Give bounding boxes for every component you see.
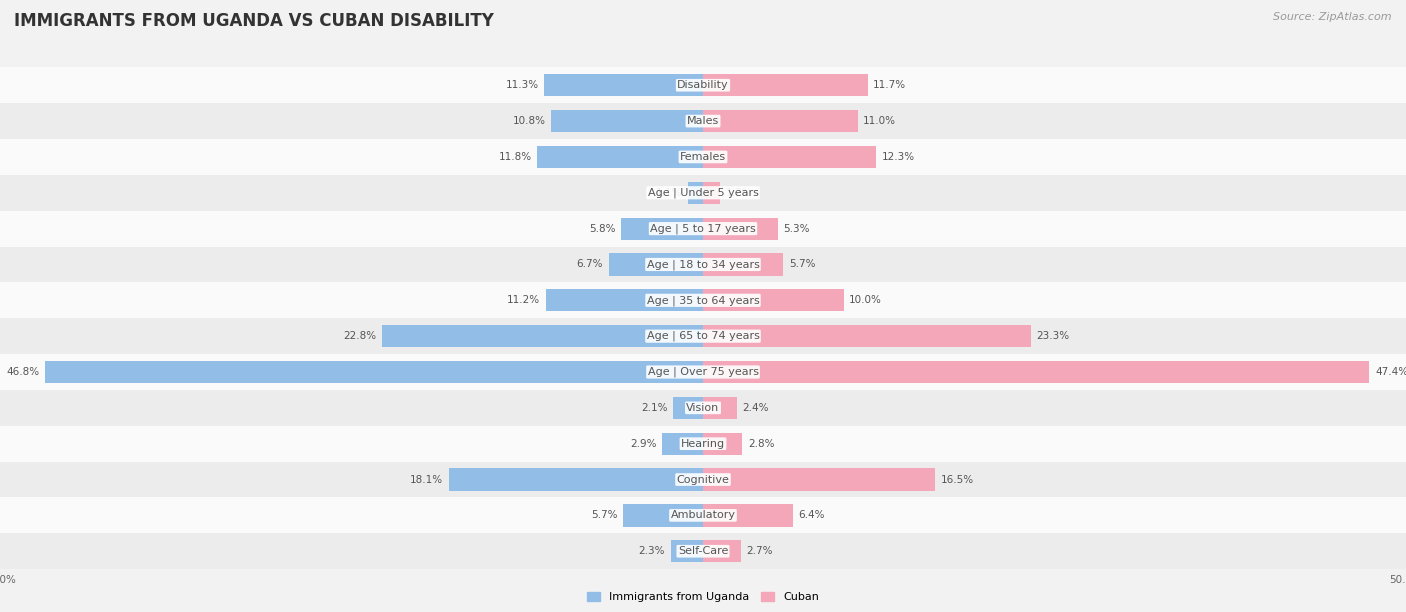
Text: 16.5%: 16.5% — [941, 474, 974, 485]
Bar — [703, 110, 858, 132]
Text: 11.0%: 11.0% — [863, 116, 896, 126]
Bar — [0, 354, 1406, 390]
Text: Males: Males — [688, 116, 718, 126]
Bar — [0, 282, 1406, 318]
Bar — [703, 361, 1369, 383]
Bar — [703, 325, 1031, 347]
Bar — [703, 504, 793, 526]
Legend: Immigrants from Uganda, Cuban: Immigrants from Uganda, Cuban — [582, 587, 824, 606]
Bar — [609, 253, 703, 275]
Text: 5.7%: 5.7% — [591, 510, 617, 520]
Bar — [0, 211, 1406, 247]
Text: 10.8%: 10.8% — [513, 116, 546, 126]
Bar — [703, 74, 868, 96]
Text: Age | 65 to 74 years: Age | 65 to 74 years — [647, 331, 759, 341]
Bar — [662, 433, 703, 455]
Text: 10.0%: 10.0% — [849, 296, 882, 305]
Text: 18.1%: 18.1% — [409, 474, 443, 485]
Text: 5.3%: 5.3% — [783, 223, 810, 234]
Text: Hearing: Hearing — [681, 439, 725, 449]
Text: 47.4%: 47.4% — [1375, 367, 1406, 377]
Text: IMMIGRANTS FROM UGANDA VS CUBAN DISABILITY: IMMIGRANTS FROM UGANDA VS CUBAN DISABILI… — [14, 12, 494, 30]
Bar — [703, 397, 737, 419]
Bar — [45, 361, 703, 383]
Text: 6.4%: 6.4% — [799, 510, 825, 520]
Text: 2.9%: 2.9% — [630, 439, 657, 449]
Text: Self-Care: Self-Care — [678, 547, 728, 556]
Text: Source: ZipAtlas.com: Source: ZipAtlas.com — [1274, 12, 1392, 22]
Text: 1.2%: 1.2% — [725, 188, 752, 198]
Text: 12.3%: 12.3% — [882, 152, 915, 162]
Bar — [551, 110, 703, 132]
Bar — [0, 139, 1406, 175]
Text: Cognitive: Cognitive — [676, 474, 730, 485]
Bar — [449, 468, 703, 491]
Bar — [0, 175, 1406, 211]
Bar — [703, 468, 935, 491]
Bar — [0, 498, 1406, 533]
Text: Age | Over 75 years: Age | Over 75 years — [648, 367, 758, 377]
Text: Age | 18 to 34 years: Age | 18 to 34 years — [647, 259, 759, 270]
Text: 11.2%: 11.2% — [506, 296, 540, 305]
Bar — [703, 146, 876, 168]
Text: Ambulatory: Ambulatory — [671, 510, 735, 520]
Text: 11.8%: 11.8% — [498, 152, 531, 162]
Text: 11.7%: 11.7% — [873, 80, 907, 90]
Text: Age | 5 to 17 years: Age | 5 to 17 years — [650, 223, 756, 234]
Text: 23.3%: 23.3% — [1036, 331, 1070, 341]
Bar — [544, 74, 703, 96]
Bar — [621, 217, 703, 240]
Bar — [703, 433, 742, 455]
Bar — [0, 533, 1406, 569]
Bar — [688, 182, 703, 204]
Bar — [671, 540, 703, 562]
Bar — [703, 182, 720, 204]
Text: Females: Females — [681, 152, 725, 162]
Bar — [382, 325, 703, 347]
Text: 2.3%: 2.3% — [638, 547, 665, 556]
Bar — [0, 247, 1406, 282]
Text: 1.1%: 1.1% — [655, 188, 682, 198]
Text: 22.8%: 22.8% — [343, 331, 377, 341]
Text: Age | Under 5 years: Age | Under 5 years — [648, 187, 758, 198]
Bar — [703, 289, 844, 312]
Text: Disability: Disability — [678, 80, 728, 90]
Bar — [703, 540, 741, 562]
Text: 6.7%: 6.7% — [576, 259, 603, 269]
Bar — [537, 146, 703, 168]
Bar — [703, 217, 778, 240]
Bar — [0, 67, 1406, 103]
Bar — [703, 253, 783, 275]
Bar — [0, 461, 1406, 498]
Bar — [0, 103, 1406, 139]
Text: 2.7%: 2.7% — [747, 547, 773, 556]
Bar — [0, 318, 1406, 354]
Text: Vision: Vision — [686, 403, 720, 413]
Bar — [0, 390, 1406, 426]
Text: 2.4%: 2.4% — [742, 403, 769, 413]
Text: 2.8%: 2.8% — [748, 439, 775, 449]
Text: 46.8%: 46.8% — [6, 367, 39, 377]
Text: 5.8%: 5.8% — [589, 223, 616, 234]
Text: 2.1%: 2.1% — [641, 403, 668, 413]
Bar — [546, 289, 703, 312]
Text: 11.3%: 11.3% — [505, 80, 538, 90]
Bar — [623, 504, 703, 526]
Text: Age | 35 to 64 years: Age | 35 to 64 years — [647, 295, 759, 305]
Bar — [0, 426, 1406, 461]
Bar — [673, 397, 703, 419]
Text: 5.7%: 5.7% — [789, 259, 815, 269]
